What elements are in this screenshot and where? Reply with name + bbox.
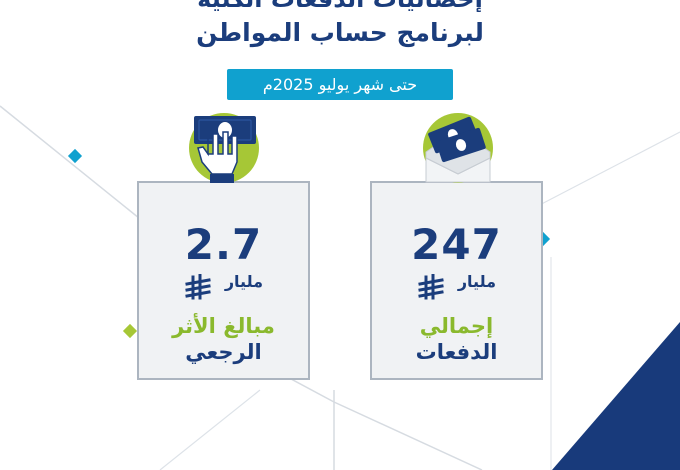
hand-cash-icon <box>189 113 259 183</box>
teal-diamond-left <box>67 148 83 164</box>
total-payments-label-line-2: الدفعات <box>415 340 498 364</box>
riyal-icon <box>185 274 211 300</box>
retroactive-value: 2.7 <box>184 220 263 269</box>
total-payments-value: 247 <box>411 220 502 269</box>
total-payments-unit: مليار <box>370 268 543 302</box>
date-pill: حتى شهر يوليو 2025م <box>227 69 453 100</box>
retroactive-label-line-1: مبالغ الأثر <box>172 314 275 338</box>
retroactive-label-line-2: الرجعي <box>185 340 262 364</box>
envelope-cash-icon <box>423 113 493 183</box>
page-title-line-2: لبرنامج حساب المواطن <box>196 18 484 47</box>
retroactive-unit: مليار <box>137 268 310 302</box>
retroactive-amounts-card <box>137 181 310 380</box>
page-title-line-1: إحصائيات الدفعات الكلية <box>120 0 560 12</box>
green-diamond <box>122 323 138 339</box>
unit-label: مليار <box>457 272 496 291</box>
unit-label: مليار <box>224 272 263 291</box>
total-payments-label-line-1: إجمالي <box>419 314 494 338</box>
corner-shape <box>552 322 680 470</box>
riyal-icon <box>418 274 444 300</box>
